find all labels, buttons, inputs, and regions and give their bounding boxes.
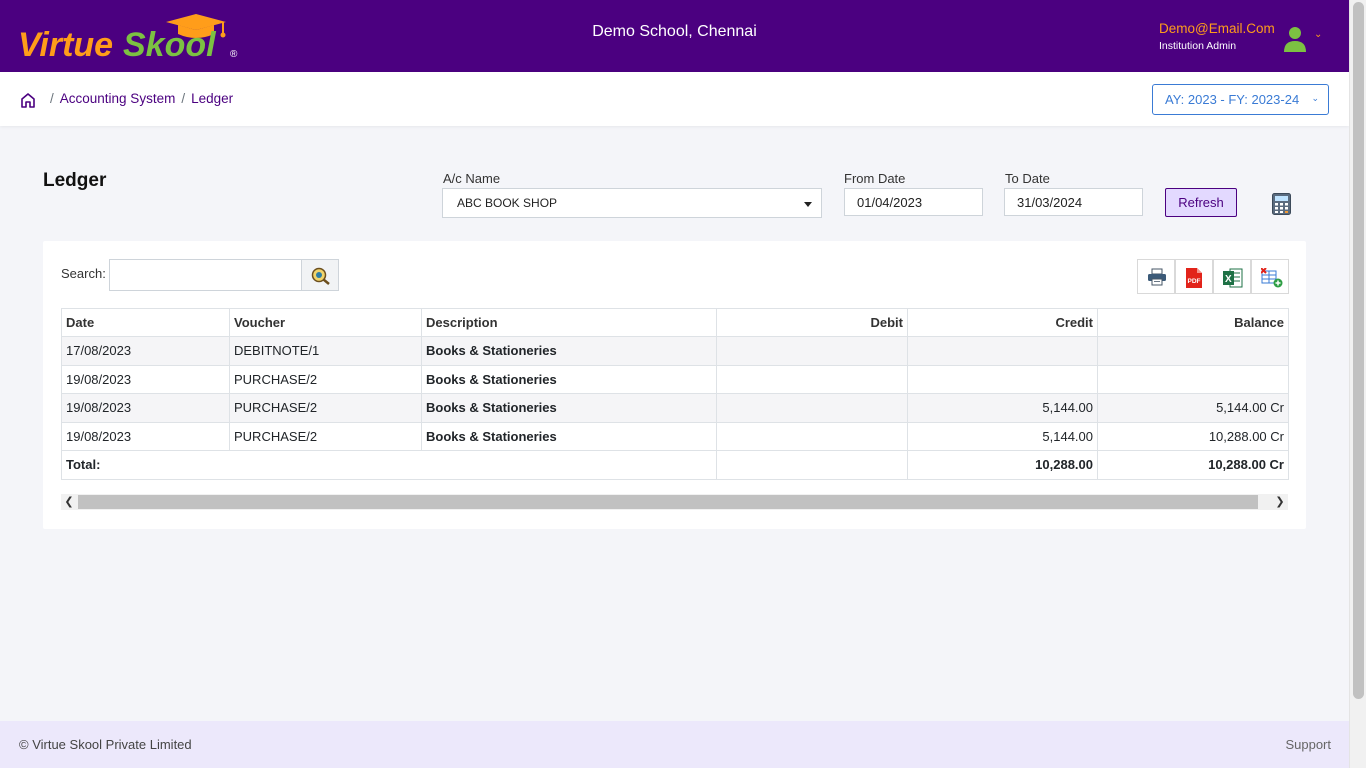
to-date-label: To Date bbox=[1005, 171, 1050, 186]
pdf-export-button[interactable]: PDF bbox=[1175, 259, 1213, 294]
cell-date: 17/08/2023 bbox=[61, 336, 230, 366]
school-name: Demo School, Chennai bbox=[592, 23, 757, 40]
cell-credit: 5,144.00 bbox=[907, 421, 1098, 451]
chevron-down-icon: ⌄ bbox=[1311, 93, 1319, 103]
svg-text:Virtue: Virtue bbox=[18, 26, 113, 62]
cell-voucher: PURCHASE/2 bbox=[229, 421, 422, 451]
user-email[interactable]: Demo@Email.Com bbox=[1159, 21, 1275, 36]
calculator-icon[interactable] bbox=[1272, 193, 1291, 215]
graduation-cap-icon bbox=[166, 14, 226, 38]
refresh-button[interactable]: Refresh bbox=[1165, 188, 1237, 217]
ledger-table: Date Voucher Description Debit Credit Ba… bbox=[61, 308, 1289, 480]
from-date-input[interactable] bbox=[844, 188, 983, 216]
cell-credit bbox=[907, 364, 1098, 394]
table-total-row: Total: 10,288.00 10,288.00 Cr bbox=[61, 450, 1289, 480]
breadcrumb: / Accounting System / Ledger bbox=[44, 91, 233, 106]
cell-voucher: PURCHASE/2 bbox=[229, 364, 422, 394]
breadcrumb-item-accounting-system[interactable]: Accounting System bbox=[59, 91, 176, 106]
academic-year-dropdown[interactable]: AY: 2023 - FY: 2023-24 ⌄ bbox=[1152, 84, 1329, 115]
table-horizontal-scrollbar[interactable]: ❮ ❯ bbox=[61, 494, 1288, 510]
total-label: Total: bbox=[61, 450, 717, 480]
column-header-balance[interactable]: Balance bbox=[1097, 308, 1289, 337]
table-row: 19/08/2023 PURCHASE/2 Books & Stationeri… bbox=[61, 393, 1289, 423]
table-row: 19/08/2023 PURCHASE/2 Books & Stationeri… bbox=[61, 364, 1289, 394]
scrollbar-thumb[interactable] bbox=[1353, 2, 1364, 699]
cell-credit bbox=[907, 336, 1098, 366]
cell-balance: 5,144.00 Cr bbox=[1097, 393, 1289, 423]
column-header-voucher[interactable]: Voucher bbox=[229, 308, 422, 337]
excel-icon: X bbox=[1223, 268, 1243, 288]
breadcrumb-separator: / bbox=[50, 91, 54, 106]
top-navbar: Virtue Skool ® Demo School, Chennai Demo… bbox=[0, 0, 1349, 72]
breadcrumb-separator: / bbox=[181, 91, 186, 106]
excel-export-button[interactable]: X bbox=[1213, 259, 1251, 294]
column-settings-icon bbox=[1261, 268, 1283, 288]
cell-debit bbox=[716, 364, 908, 394]
cell-debit bbox=[716, 336, 908, 366]
cell-debit bbox=[716, 393, 908, 423]
to-date-input[interactable] bbox=[1004, 188, 1143, 216]
virtueskool-logo[interactable]: Virtue Skool ® bbox=[18, 12, 243, 64]
ac-name-select[interactable]: ABC BOOK SHOP bbox=[442, 188, 822, 218]
cell-description: Books & Stationeries bbox=[421, 393, 717, 423]
chevron-down-icon[interactable]: ⌄ bbox=[1314, 29, 1323, 40]
search-input[interactable] bbox=[109, 259, 302, 291]
column-header-date[interactable]: Date bbox=[61, 308, 230, 337]
breadcrumb-item-ledger: Ledger bbox=[191, 91, 234, 106]
print-button[interactable] bbox=[1137, 259, 1175, 294]
academic-year-label: AY: 2023 - FY: 2023-24 bbox=[1165, 92, 1300, 107]
breadcrumb-bar: / Accounting System / Ledger AY: 2023 - FY:… bbox=[0, 72, 1349, 126]
dropdown-arrow-icon bbox=[804, 202, 812, 207]
cell-debit bbox=[716, 421, 908, 451]
ac-name-label: A/c Name bbox=[443, 171, 501, 186]
table-row: 17/08/2023 DEBITNOTE/1 Books & Stationer… bbox=[61, 336, 1289, 366]
cell-description: Books & Stationeries bbox=[421, 421, 717, 451]
column-header-description[interactable]: Description bbox=[421, 308, 717, 337]
search-icon bbox=[311, 267, 330, 285]
cell-balance bbox=[1097, 364, 1289, 394]
home-icon[interactable] bbox=[20, 92, 36, 108]
table-row: 19/08/2023 PURCHASE/2 Books & Stationeri… bbox=[61, 421, 1289, 451]
user-avatar-icon[interactable] bbox=[1283, 26, 1307, 52]
column-settings-button[interactable] bbox=[1251, 259, 1289, 294]
column-header-credit[interactable]: Credit bbox=[907, 308, 1098, 337]
svg-text:Skool: Skool bbox=[123, 26, 217, 62]
scroll-left-icon[interactable]: ❮ bbox=[64, 496, 74, 508]
ledger-card: Search: PDF X bbox=[43, 241, 1306, 529]
support-link[interactable]: Support bbox=[1285, 737, 1331, 752]
scrollbar-thumb[interactable] bbox=[78, 495, 1258, 509]
cell-credit: 5,144.00 bbox=[907, 393, 1098, 423]
cell-description: Books & Stationeries bbox=[421, 364, 717, 394]
cell-balance bbox=[1097, 336, 1289, 366]
svg-text:®: ® bbox=[230, 49, 238, 60]
page-title: Ledger bbox=[43, 170, 107, 191]
cell-voucher: DEBITNOTE/1 bbox=[229, 336, 422, 366]
column-header-debit[interactable]: Debit bbox=[716, 308, 908, 337]
total-credit: 10,288.00 bbox=[907, 450, 1098, 480]
svg-text:X: X bbox=[1225, 274, 1232, 285]
cell-voucher: PURCHASE/2 bbox=[229, 393, 422, 423]
cell-balance: 10,288.00 Cr bbox=[1097, 421, 1289, 451]
copyright-text: © Virtue Skool Private Limited bbox=[19, 737, 192, 752]
cell-date: 19/08/2023 bbox=[61, 393, 230, 423]
cell-description: Books & Stationeries bbox=[421, 336, 717, 366]
user-role: Institution Admin bbox=[1159, 40, 1237, 52]
ac-name-value: ABC BOOK SHOP bbox=[457, 196, 558, 210]
print-icon bbox=[1148, 268, 1166, 286]
footer: © Virtue Skool Private Limited Support bbox=[0, 721, 1349, 768]
cell-date: 19/08/2023 bbox=[61, 364, 230, 394]
svg-text:PDF: PDF bbox=[1188, 278, 1201, 285]
total-debit bbox=[716, 450, 908, 480]
search-label: Search: bbox=[61, 266, 106, 281]
search-button[interactable] bbox=[301, 259, 339, 291]
scroll-right-icon[interactable]: ❯ bbox=[1275, 496, 1285, 508]
total-balance: 10,288.00 Cr bbox=[1097, 450, 1289, 480]
from-date-label: From Date bbox=[844, 171, 906, 186]
pdf-icon: PDF bbox=[1186, 268, 1202, 288]
table-header-row: Date Voucher Description Debit Credit Ba… bbox=[61, 308, 1289, 337]
page-scrollbar[interactable] bbox=[1349, 0, 1366, 768]
cell-date: 19/08/2023 bbox=[61, 421, 230, 451]
